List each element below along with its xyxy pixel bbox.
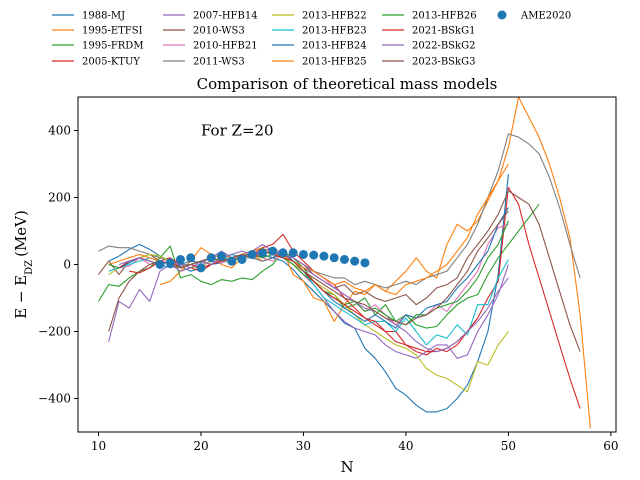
- y-tick-label: 200: [48, 191, 71, 205]
- legend-label: AME2020: [520, 11, 571, 22]
- legend-label: 2021-BSkG1: [412, 26, 475, 37]
- ame2020-point: [227, 256, 237, 266]
- series-line-2013-hfb22: [108, 250, 509, 393]
- legend-label: 2011-WS3: [193, 57, 245, 68]
- ame2020-point: [360, 258, 370, 268]
- x-axis-title: N: [340, 458, 353, 476]
- ame2020-point: [155, 260, 165, 269]
- x-tick-label: 50: [501, 439, 516, 453]
- ame2020-point: [206, 253, 216, 263]
- legend-label: 2013-HFB24: [302, 41, 367, 52]
- legend: 1988-MJ 1995-ETFSI 1995-FRDM 2005-KTUY 2007-…: [52, 10, 571, 68]
- y-tick-label: −400: [38, 392, 71, 406]
- ame2020-point: [247, 249, 257, 259]
- series-line-1988-mj: [108, 174, 509, 413]
- legend-label: 1988-MJ: [82, 11, 125, 22]
- plot-area: 10 20 30 40 50 60 −400 −200 0 200 400: [38, 96, 619, 453]
- legend-label: 2013-HFB22: [302, 11, 367, 22]
- legend-label: 2013-HFB26: [412, 11, 477, 22]
- x-tick-label: 30: [296, 439, 311, 453]
- scatter-layer: [155, 246, 370, 273]
- chart-title: Comparison of theoretical mass models: [197, 75, 498, 93]
- legend-label: 2007-HFB14: [193, 11, 258, 22]
- y-tick-label: 0: [63, 258, 71, 272]
- ame2020-point: [268, 246, 278, 256]
- ame2020-point: [298, 249, 308, 259]
- ame2020-point: [237, 254, 247, 264]
- ame2020-point: [278, 248, 288, 258]
- ame2020-point: [257, 248, 267, 258]
- x-tick-label: 40: [398, 439, 413, 453]
- legend-label: 2010-HFB21: [193, 41, 258, 52]
- y-axis-title-main: E − E: [12, 275, 30, 319]
- legend-label: 2022-BSkG2: [412, 41, 475, 52]
- ame2020-point: [350, 256, 360, 266]
- y-tick-label: 400: [48, 124, 71, 138]
- series-line-2022-bskg2: [118, 247, 509, 353]
- ame2020-point: [309, 250, 319, 260]
- legend-label: 2023-BSkG3: [412, 57, 475, 68]
- y-axis-title: E − EDZ (MeV): [12, 210, 35, 319]
- series-layer: [98, 97, 591, 429]
- ame2020-point: [186, 253, 196, 263]
- legend-marker: [497, 10, 507, 20]
- x-tick-label: 60: [603, 439, 618, 453]
- x-axis: 10 20 30 40 50 60: [91, 432, 619, 453]
- legend-label: 2013-HFB25: [302, 57, 367, 68]
- ame2020-point: [339, 254, 349, 264]
- series-line-2010-ws3: [98, 190, 581, 352]
- x-tick-label: 10: [91, 439, 106, 453]
- ame2020-point: [319, 251, 329, 261]
- y-axis: −400 −200 0 200 400: [38, 124, 78, 406]
- ame2020-point: [165, 258, 175, 268]
- legend-label: 2005-KTUY: [82, 57, 140, 68]
- ame2020-point: [216, 251, 226, 261]
- ame2020-point: [175, 254, 185, 264]
- y-axis-title-sub: DZ: [24, 260, 35, 275]
- legend-label: 2013-HFB23: [302, 26, 367, 37]
- y-axis-title-unit: (MeV): [12, 210, 30, 257]
- legend-label: 1995-FRDM: [82, 41, 144, 52]
- x-tick-label: 20: [193, 439, 208, 453]
- legend-label: 2010-WS3: [193, 26, 245, 37]
- annotation: For Z=20: [201, 122, 274, 140]
- series-line-2007-hfb14: [108, 243, 509, 359]
- series-line-2005-ktuy: [129, 186, 581, 409]
- series-line-1995-etfsi: [159, 97, 591, 429]
- y-tick-label: −200: [38, 325, 71, 339]
- ame2020-point: [196, 263, 206, 273]
- series-line-2023-bskg3: [108, 210, 509, 332]
- legend-label: 1995-ETFSI: [82, 26, 143, 37]
- ame2020-point: [288, 248, 298, 258]
- ame2020-point: [329, 253, 339, 263]
